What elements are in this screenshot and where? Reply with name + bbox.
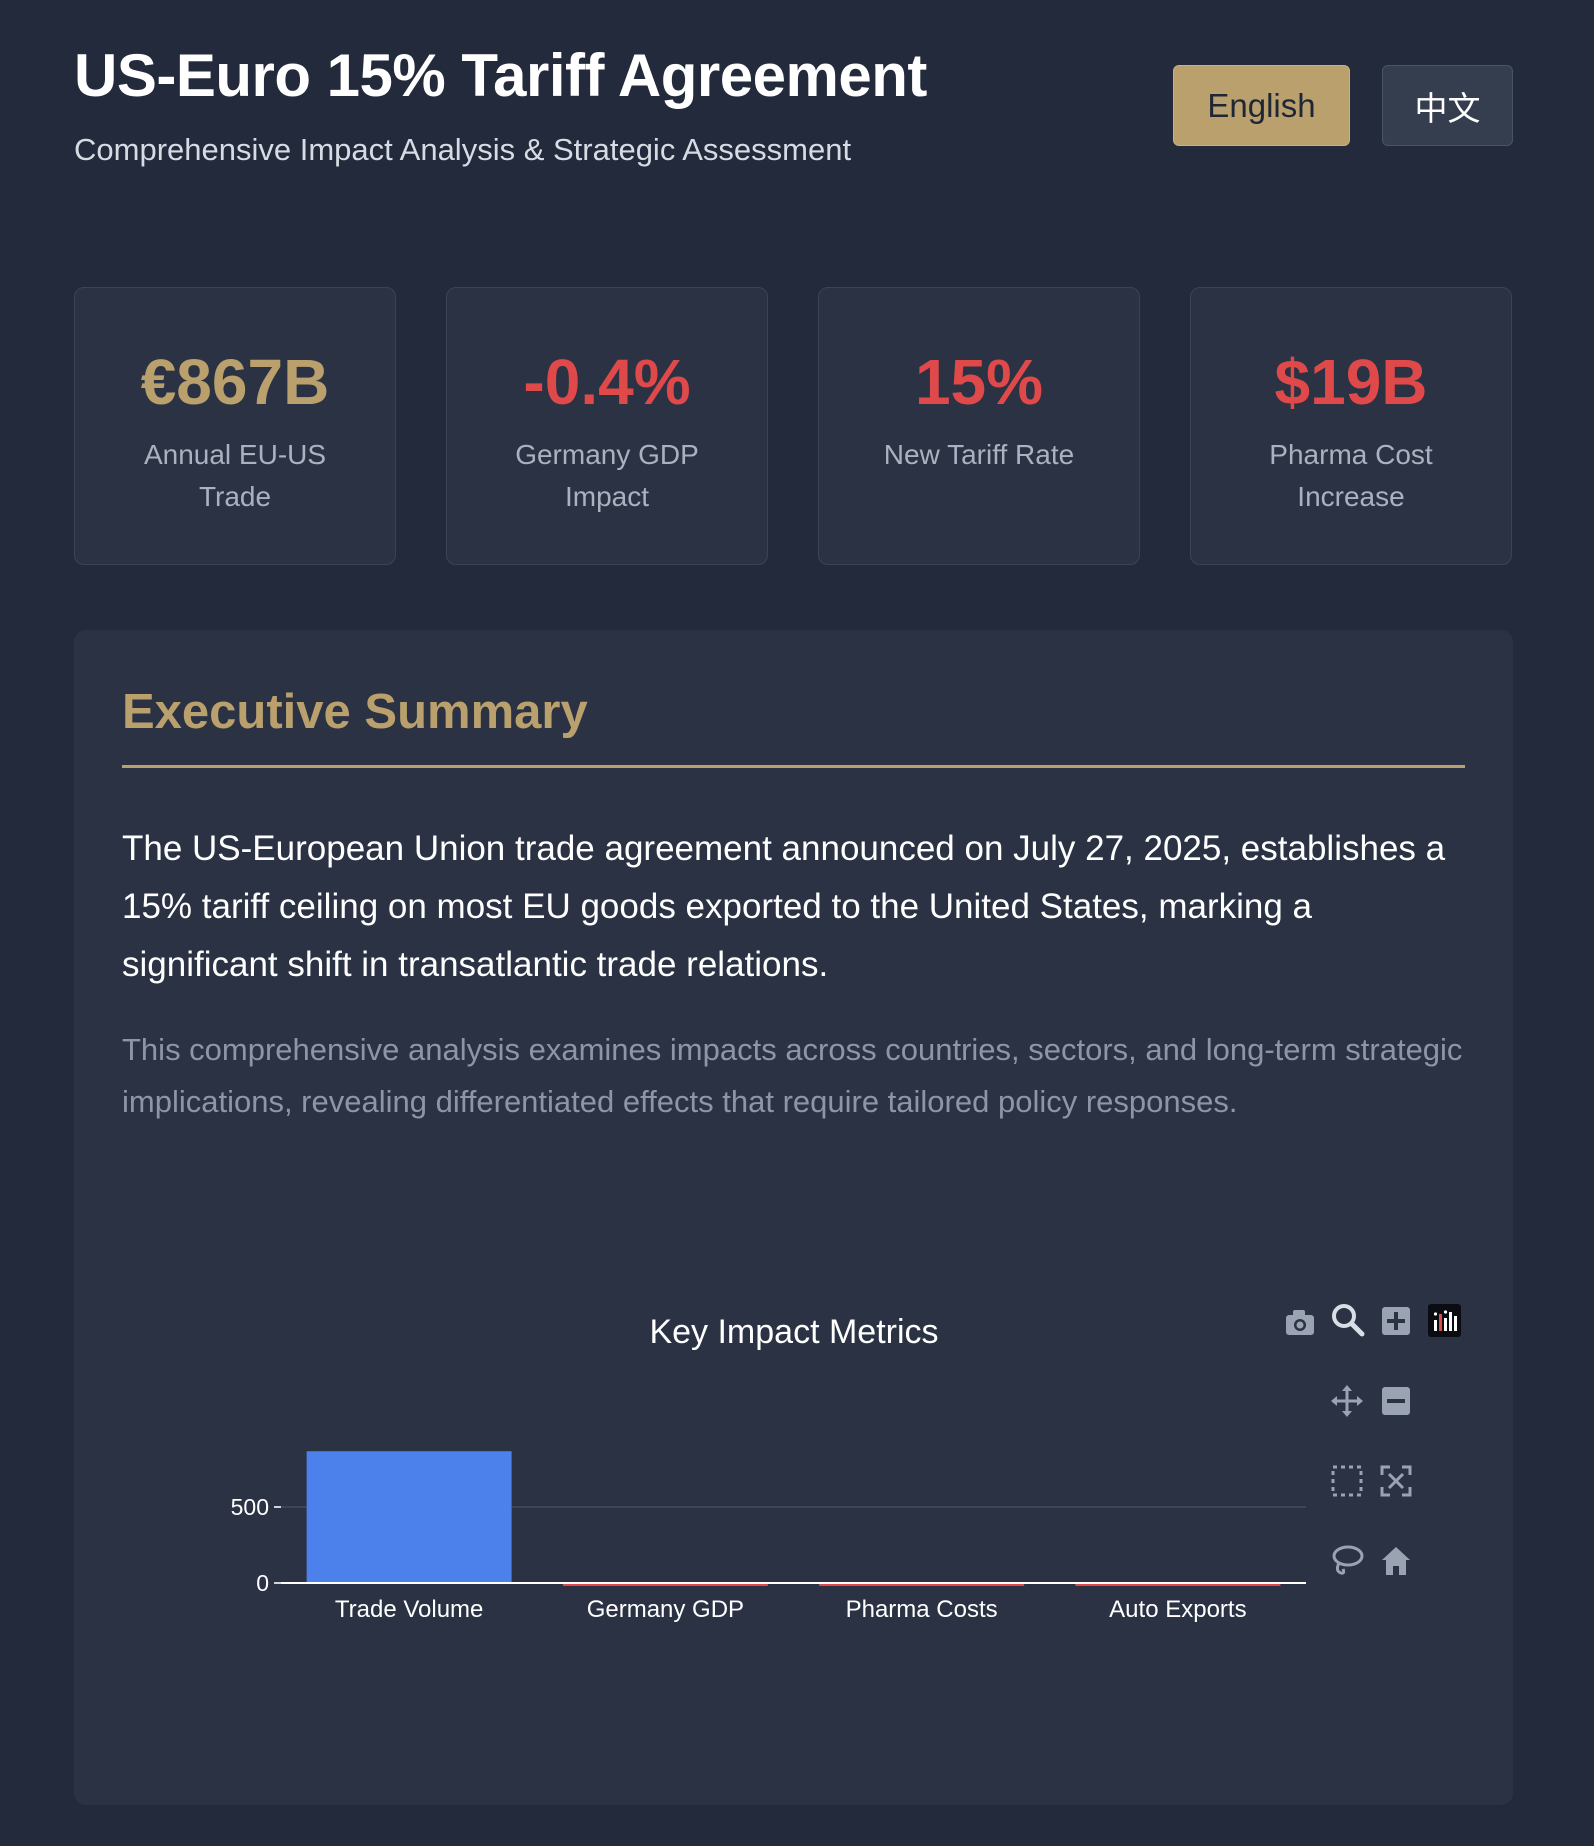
stat-card-tariff: 15% New Tariff Rate: [818, 287, 1140, 565]
box-select-icon[interactable]: [1331, 1465, 1363, 1497]
zoom-icon[interactable]: [1332, 1304, 1365, 1337]
zoom-out-icon[interactable]: [1382, 1387, 1410, 1415]
x-tick-label: Trade Volume: [335, 1596, 484, 1623]
impact-metrics-chart[interactable]: Key Impact Metrics 0 500 Trade Volume Germa…: [74, 630, 1513, 1805]
bar-pharma-costs[interactable]: [819, 1583, 1025, 1586]
x-tick-label: Auto Exports: [1109, 1596, 1246, 1623]
stat-label: Pharma Cost Increase: [1269, 439, 1433, 512]
page-title: US-Euro 15% Tariff Agreement: [74, 42, 927, 109]
chart-plot-area[interactable]: 0 500 Trade Volume Germany GDP Pharma Costs A…: [231, 1451, 1306, 1623]
stat-card-gdp: -0.4% Germany GDP Impact: [446, 287, 768, 565]
english-language-button[interactable]: English: [1173, 65, 1350, 146]
executive-summary-panel: Executive Summary The US-European Union …: [74, 630, 1513, 1805]
chart-title: Key Impact Metrics: [649, 1313, 938, 1351]
stat-value: 15%: [914, 346, 1044, 418]
stat-value: -0.4%: [523, 346, 691, 418]
bar-germany-gdp[interactable]: [562, 1583, 768, 1586]
plotly-logo-icon[interactable]: [1428, 1304, 1461, 1337]
section-divider: [122, 765, 1465, 768]
bar-trade-volume[interactable]: [306, 1451, 512, 1583]
pan-icon[interactable]: [1331, 1385, 1363, 1417]
stat-value: $19B: [1274, 346, 1428, 418]
zoom-in-icon[interactable]: [1382, 1307, 1410, 1335]
chart-modebar: [1286, 1304, 1461, 1575]
stat-label: New Tariff Rate: [883, 439, 1075, 470]
stat-card-pharma: $19B Pharma Cost Increase: [1190, 287, 1512, 565]
stat-value: €867B: [140, 346, 330, 418]
section-title: Executive Summary: [122, 685, 588, 739]
bar-auto-exports[interactable]: [1075, 1583, 1281, 1586]
chinese-language-button[interactable]: 中文: [1382, 65, 1513, 146]
y-tick-label: 500: [231, 1494, 269, 1520]
page-subtitle: Comprehensive Impact Analysis & Strategi…: [74, 132, 852, 167]
stat-card-trade: €867B Annual EU-US Trade: [74, 287, 396, 565]
y-tick-label: 0: [256, 1570, 269, 1596]
summary-lead: The US-European Union trade agreement an…: [122, 829, 1446, 984]
x-tick-label: Pharma Costs: [846, 1596, 998, 1623]
stat-label: Annual EU-US Trade: [143, 439, 327, 512]
autoscale-icon[interactable]: [1380, 1465, 1412, 1497]
summary-body: This comprehensive analysis examines imp…: [122, 1032, 1463, 1119]
stat-label: Germany GDP Impact: [515, 439, 699, 512]
home-icon[interactable]: [1382, 1547, 1410, 1575]
lasso-icon[interactable]: [1332, 1545, 1364, 1575]
page-header: US-Euro 15% Tariff Agreement Comprehensi…: [74, 38, 927, 168]
x-tick-label: Germany GDP: [587, 1596, 744, 1623]
camera-icon[interactable]: [1286, 1310, 1314, 1335]
